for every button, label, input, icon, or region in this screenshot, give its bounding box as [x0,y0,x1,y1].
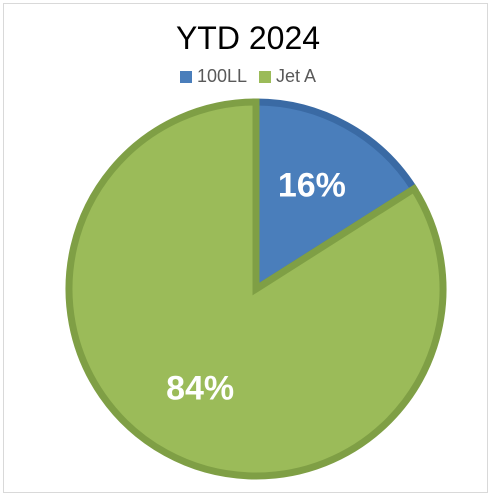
legend-label-100ll: 100LL [196,66,248,86]
legend: 100LL Jet A [0,66,496,87]
chart-title: YTD 2024 [175,20,321,56]
legend-item-100ll: 100LL [179,66,248,87]
legend-swatch-100ll [179,70,192,83]
legend-item-jet-a: Jet A [259,66,316,87]
legend-swatch-jet-a [259,70,272,83]
slice-jet-a [65,98,447,480]
data-label-100ll: 16% [278,166,346,204]
slice-100ll [252,98,419,296]
legend-label-jet-a: Jet A [276,66,317,86]
data-label-jet-a: 84% [166,370,234,408]
